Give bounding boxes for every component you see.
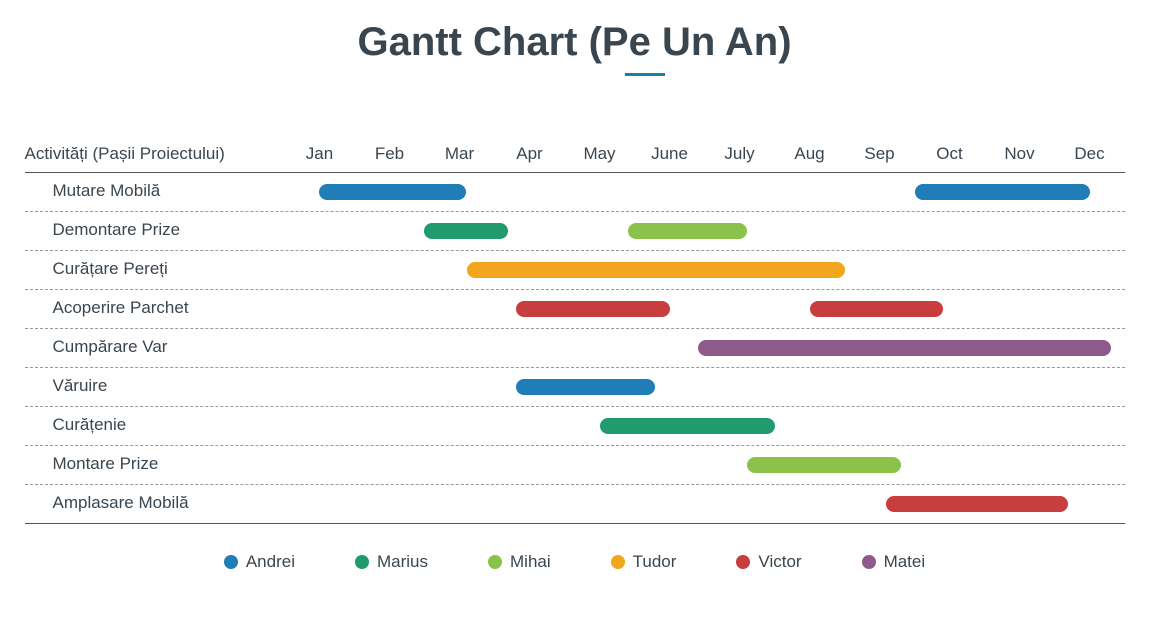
month-cell: Feb bbox=[355, 136, 425, 172]
gantt-bar bbox=[600, 418, 775, 434]
legend-label: Tudor bbox=[633, 552, 677, 572]
activity-row: Curățare Pereți bbox=[25, 251, 1125, 290]
activity-row: Curățenie bbox=[25, 407, 1125, 446]
activity-track bbox=[285, 485, 1125, 523]
legend-dot-icon bbox=[862, 555, 876, 569]
legend-dot-icon bbox=[224, 555, 238, 569]
months-row: JanFebMarAprMayJuneJulyAugSepOctNovDec bbox=[285, 136, 1125, 172]
gantt-bar bbox=[516, 379, 656, 395]
activity-track bbox=[285, 407, 1125, 445]
legend-item: Marius bbox=[355, 552, 428, 572]
legend-item: Mihai bbox=[488, 552, 551, 572]
month-cell: Nov bbox=[985, 136, 1055, 172]
gantt-bar bbox=[698, 340, 1111, 356]
month-cell: Apr bbox=[495, 136, 565, 172]
month-cell: Dec bbox=[1055, 136, 1125, 172]
activity-row: Montare Prize bbox=[25, 446, 1125, 485]
activity-name: Demontare Prize bbox=[25, 212, 285, 250]
gantt-bar bbox=[319, 184, 466, 200]
gantt-bar bbox=[810, 301, 943, 317]
legend-item: Victor bbox=[736, 552, 801, 572]
legend-label: Mihai bbox=[510, 552, 551, 572]
activity-row: Amplasare Mobilă bbox=[25, 485, 1125, 523]
legend-label: Victor bbox=[758, 552, 801, 572]
activity-row: Acoperire Parchet bbox=[25, 290, 1125, 329]
activities-header: Activități (Pașii Proiectului) bbox=[25, 136, 285, 172]
legend-dot-icon bbox=[611, 555, 625, 569]
chart-body: Mutare MobilăDemontare PrizeCurățare Per… bbox=[25, 173, 1125, 524]
gantt-bar bbox=[886, 496, 1068, 512]
gantt-bar bbox=[628, 223, 747, 239]
month-cell: June bbox=[635, 136, 705, 172]
activity-track bbox=[285, 446, 1125, 484]
activity-name: Văruire bbox=[25, 368, 285, 406]
activity-track bbox=[285, 212, 1125, 250]
legend-dot-icon bbox=[488, 555, 502, 569]
legend-item: Tudor bbox=[611, 552, 677, 572]
activity-name: Amplasare Mobilă bbox=[25, 485, 285, 523]
activity-name: Montare Prize bbox=[25, 446, 285, 484]
legend-item: Andrei bbox=[224, 552, 295, 572]
activity-name: Curățare Pereți bbox=[25, 251, 285, 289]
gantt-chart: Gantt Chart (Pe Un An) Activități (Pașii… bbox=[25, 20, 1125, 572]
legend-label: Marius bbox=[377, 552, 428, 572]
activity-track bbox=[285, 290, 1125, 328]
activity-row: Demontare Prize bbox=[25, 212, 1125, 251]
legend-dot-icon bbox=[736, 555, 750, 569]
chart-header: Activități (Pașii Proiectului) JanFebMar… bbox=[25, 136, 1125, 173]
gantt-bar bbox=[467, 262, 845, 278]
month-cell: Oct bbox=[915, 136, 985, 172]
gantt-bar bbox=[424, 223, 508, 239]
activity-row: Mutare Mobilă bbox=[25, 173, 1125, 212]
gantt-bar bbox=[516, 301, 670, 317]
activity-name: Curățenie bbox=[25, 407, 285, 445]
activity-name: Mutare Mobilă bbox=[25, 173, 285, 211]
activity-row: Cumpărare Var bbox=[25, 329, 1125, 368]
legend-dot-icon bbox=[355, 555, 369, 569]
legend-item: Matei bbox=[862, 552, 926, 572]
month-cell: July bbox=[705, 136, 775, 172]
legend-label: Matei bbox=[884, 552, 926, 572]
month-cell: Sep bbox=[845, 136, 915, 172]
legend-label: Andrei bbox=[246, 552, 295, 572]
chart-title: Gantt Chart (Pe Un An) bbox=[25, 20, 1125, 65]
month-cell: Aug bbox=[775, 136, 845, 172]
gantt-bar bbox=[915, 184, 1090, 200]
month-cell: May bbox=[565, 136, 635, 172]
activity-track bbox=[285, 251, 1125, 289]
activity-row: Văruire bbox=[25, 368, 1125, 407]
month-cell: Mar bbox=[425, 136, 495, 172]
gantt-bar bbox=[747, 457, 901, 473]
activity-track bbox=[285, 329, 1125, 367]
activity-track bbox=[285, 173, 1125, 211]
activity-track bbox=[285, 368, 1125, 406]
title-underline bbox=[625, 73, 665, 76]
month-cell: Jan bbox=[285, 136, 355, 172]
activity-name: Acoperire Parchet bbox=[25, 290, 285, 328]
legend: Andrei Marius Mihai Tudor Victor Matei bbox=[25, 552, 1125, 572]
activity-name: Cumpărare Var bbox=[25, 329, 285, 367]
